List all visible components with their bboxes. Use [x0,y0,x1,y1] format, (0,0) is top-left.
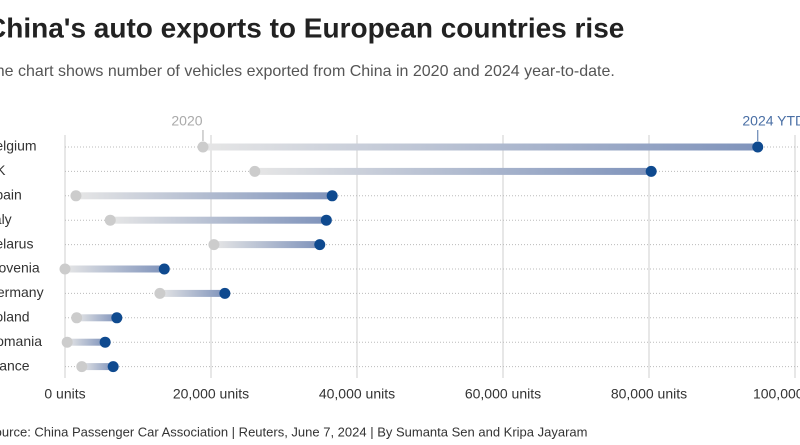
dot-2024 [645,165,657,177]
dot-2020 [208,239,220,251]
source-note: Source: China Passenger Car Association … [0,424,587,439]
category-label: Belarus [0,235,33,251]
x-tick-label: 60,000 units [465,386,541,402]
dot-2020 [154,287,166,299]
dot-2020 [197,141,209,153]
dot-2024 [111,312,123,324]
category-label: France [0,357,30,373]
dot-2020 [249,165,261,177]
series-label: 2024 YTD [742,113,800,129]
connector [202,143,758,151]
dot-2024 [752,141,764,153]
dot-2024 [314,239,326,251]
series-label: 2020 [171,113,202,129]
dot-2024 [107,361,119,373]
dot-2024 [326,190,338,202]
dot-2024 [158,263,170,275]
category-label: Belgium [0,138,37,154]
dot-2024 [99,336,111,348]
chart-subtitle: The chart shows number of vehicles expor… [0,63,615,80]
connector [67,338,106,346]
dot-2020 [76,361,88,373]
connector [81,363,114,371]
x-tick-label: 80,000 units [611,386,687,402]
dot-2020 [71,312,83,324]
connector [65,265,165,273]
connector [213,241,320,249]
connector [76,314,117,322]
connector [110,216,327,224]
connector [75,192,333,200]
dot-2020 [104,214,116,226]
connector [254,167,652,175]
dot-2020 [61,336,73,348]
category-label: Romania [0,333,42,349]
category-label: Spain [0,187,22,203]
x-tick-label: 0 units [44,386,85,402]
dot-2024 [219,287,231,299]
connector [159,289,225,297]
category-label: UK [0,162,6,178]
category-label: Poland [0,309,30,325]
category-label: Germany [0,284,44,300]
chart-title: China's auto exports to European countri… [0,12,624,43]
dot-2024 [320,214,332,226]
x-tick-label: 20,000 units [173,386,249,402]
dot-2020 [59,263,71,275]
category-label: Italy [0,211,12,227]
x-tick-label: 40,000 units [319,386,395,402]
category-label: Slovenia [0,260,40,276]
x-tick-label: 100,000 units [753,386,800,402]
dot-2020 [70,190,82,202]
